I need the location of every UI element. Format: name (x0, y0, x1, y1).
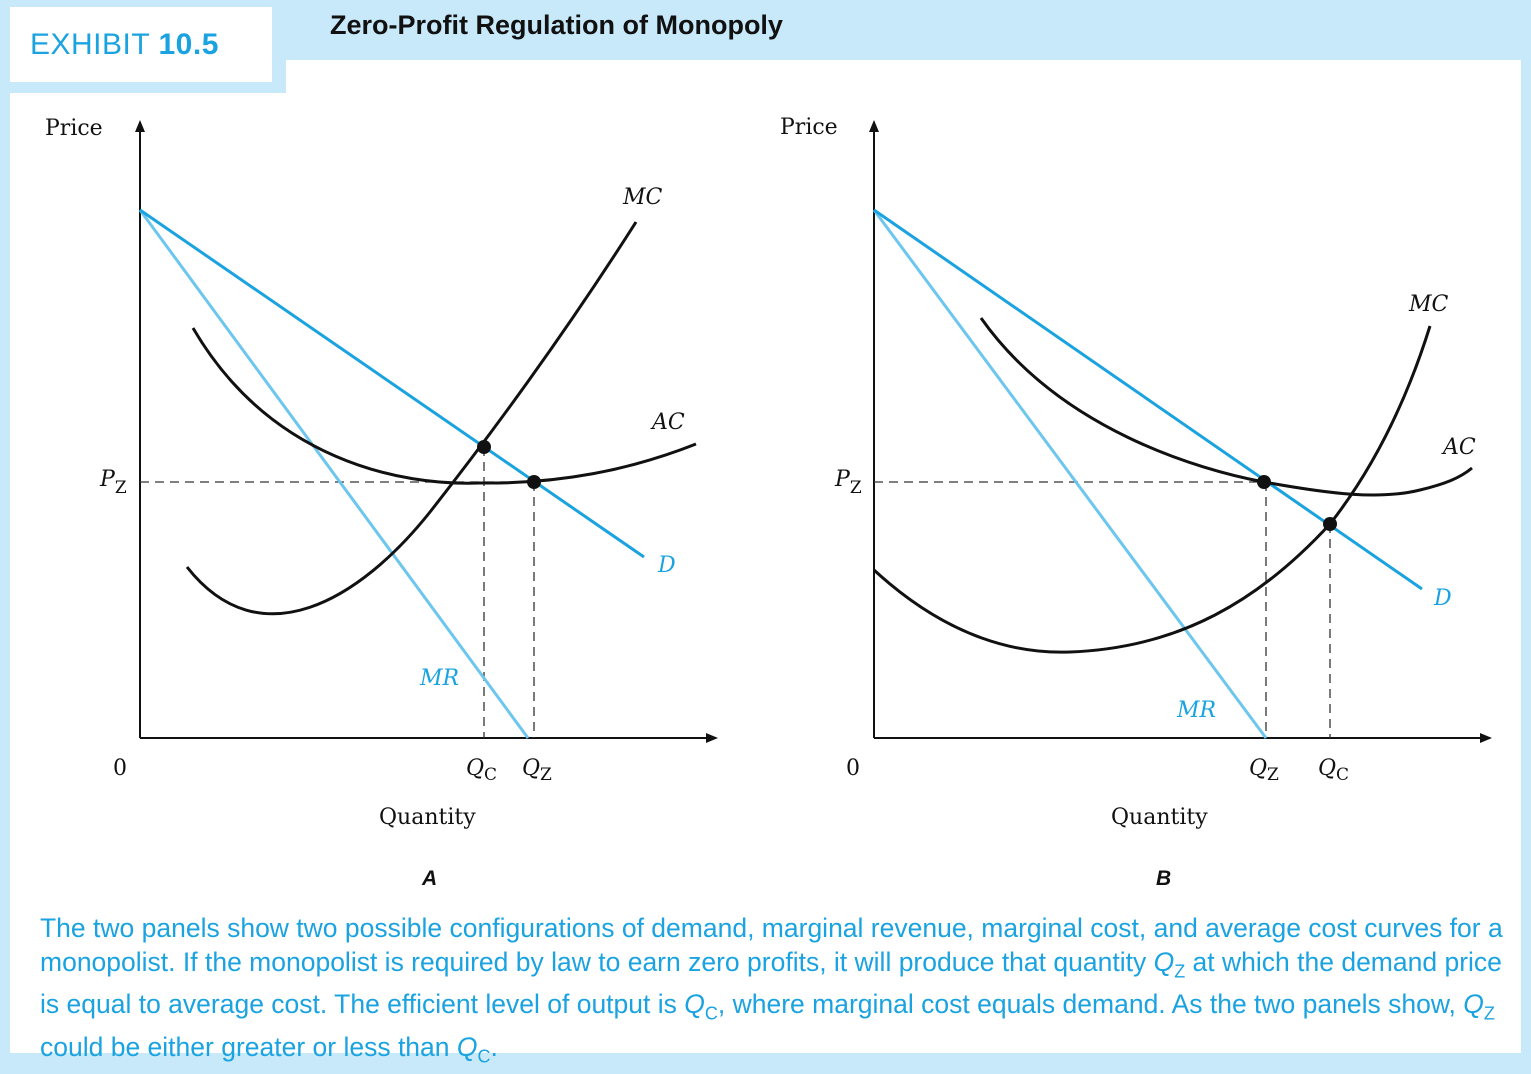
panel-a-q2-sub: Z (540, 765, 552, 785)
figure-panel (10, 93, 1521, 893)
panel-a-ac-curve (191, 327, 697, 485)
panel-a-mc-curve (185, 221, 638, 616)
panel-b-point-qc (1323, 517, 1337, 531)
panel-b-mc-label: MC (1408, 292, 1449, 317)
panel-a-q2-main: Q (522, 756, 540, 781)
panel-a-origin: 0 (113, 756, 127, 781)
panel-a: Price 0 Quantity A MC AC D MR PZ QC QZ (45, 116, 718, 890)
panel-b-mr-curve (872, 209, 1268, 739)
panel-a-q1-main: Q (466, 756, 484, 781)
panel-b-q1-main: Q (1249, 756, 1267, 781)
panel-a-pz-sub: Z (115, 478, 127, 498)
caption-qc: Q (684, 989, 705, 1020)
panel-b-point-qz (1257, 475, 1271, 489)
caption-band (10, 893, 1521, 1053)
panel-b-q1-sub: Z (1267, 765, 1279, 785)
panel-b-d-label: D (1433, 586, 1452, 611)
panel-a-point-qc (477, 440, 491, 454)
panel-a-d-label: D (657, 553, 676, 578)
panel-a-y-label: Price (45, 116, 103, 141)
panel-a-ac-label: AC (650, 410, 685, 435)
panel-b-q2-main: Q (1318, 756, 1336, 781)
panel-b-pz-sub: Z (850, 478, 862, 498)
panel-a-point-qz (527, 475, 541, 489)
caption-qz-sub: Z (1174, 960, 1186, 981)
caption-qc2: Q (456, 1032, 478, 1063)
caption-qc2-sub: C (477, 1046, 491, 1067)
caption-qz2: Q (1463, 989, 1484, 1020)
panel-a-q1-sub: C (484, 765, 497, 785)
panel-b-pz-label: PZ (834, 467, 862, 498)
panel-b-q2-sub: C (1336, 765, 1349, 785)
exhibit-label-box (10, 7, 272, 82)
caption-part3: , where marginal cost equals demand. As … (717, 989, 1464, 1020)
exhibit-word: EXHIBIT (30, 28, 150, 61)
panel-b-letter: B (1156, 867, 1171, 890)
panel-b-q1-label: QZ (1249, 756, 1279, 785)
panel-a-q2-label: QZ (522, 756, 552, 785)
caption-qz: Q (1153, 946, 1175, 977)
panel-b-y-label: Price (780, 115, 838, 140)
panel-b-origin: 0 (846, 756, 860, 781)
figure-caption: The two panels show two possible configu… (40, 912, 1505, 1074)
panel-b-mr-label: MR (1176, 698, 1216, 723)
caption-qz2-sub: Z (1483, 1003, 1495, 1024)
panel-a-mr-label: MR (419, 666, 459, 691)
exhibit-number: 10.5 (158, 28, 219, 61)
panel-a-mc-label: MC (622, 185, 663, 210)
panel-a-mr-curve (138, 209, 530, 739)
panel-b-q2-label: QC (1318, 756, 1349, 785)
panel-b-demand-curve (873, 208, 1423, 591)
panel-a-q1-label: QC (466, 756, 497, 785)
caption-part5: . (490, 1032, 498, 1063)
panel-b-ac-label: AC (1441, 435, 1476, 460)
panel-a-pz-label: PZ (99, 467, 127, 498)
caption-part1: The two panels show two possible configu… (40, 913, 1503, 977)
caption-part2: at which the demand price is equal to av… (40, 946, 1502, 1020)
panel-b: Price 0 Quantity B MC AC D MR PZ QZ QC (780, 115, 1492, 890)
panel-b-pz-main: P (834, 467, 851, 492)
panel-b-ac-curve (979, 317, 1473, 497)
panel-a-demand-curve (139, 208, 645, 559)
exhibit-label: EXHIBIT 10.5 (30, 28, 219, 62)
panel-a-x-label: Quantity (379, 805, 476, 830)
panel-a-letter: A (421, 867, 437, 890)
panel-b-x-label: Quantity (1111, 805, 1208, 830)
caption-qc-sub: C (704, 1003, 718, 1024)
panel-b-mc-curve (872, 325, 1432, 654)
caption-part4: could be either greater or less than (40, 1032, 457, 1063)
header-band (286, 60, 1521, 94)
panel-a-pz-main: P (99, 467, 116, 492)
figure-title: Zero-Profit Regulation of Monopoly (330, 10, 783, 40)
